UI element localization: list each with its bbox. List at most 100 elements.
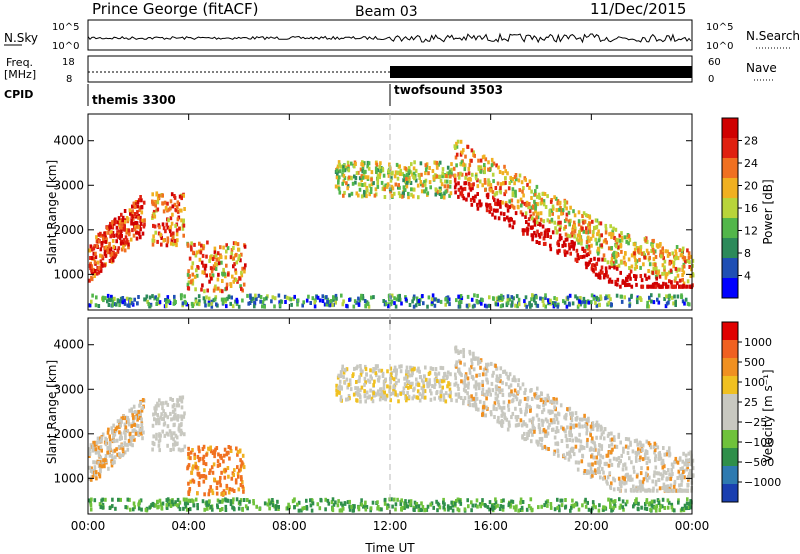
- echo-cell: [683, 302, 686, 306]
- echo-cell: [686, 489, 689, 493]
- echo-cell: [230, 499, 233, 503]
- echo-cell: [109, 259, 112, 263]
- echo-cell: [521, 506, 524, 510]
- echo-cell: [518, 298, 521, 302]
- echo-cell: [604, 258, 607, 262]
- x-tick-label: 12:00: [373, 519, 408, 533]
- echo-cell: [383, 187, 386, 191]
- echo-cell: [405, 297, 408, 301]
- echo-cell: [317, 502, 320, 506]
- echo-cell: [165, 304, 168, 308]
- echo-cell: [133, 234, 136, 238]
- echo-cell: [152, 224, 155, 228]
- echo-cell: [383, 174, 386, 178]
- echo-cell: [473, 199, 476, 203]
- echo-cell: [358, 379, 361, 383]
- echo-cell: [375, 170, 378, 174]
- echo-cell: [444, 297, 447, 301]
- echo-cell: [526, 403, 529, 407]
- echo-cell: [157, 403, 160, 407]
- echo-cell: [220, 261, 223, 265]
- echo-cell: [290, 303, 293, 307]
- echo-cell: [544, 402, 547, 406]
- echo-cell: [675, 252, 678, 256]
- echo-cell: [585, 230, 588, 234]
- echo-cell: [610, 432, 613, 436]
- echo-cell: [662, 498, 665, 502]
- echo-cell: [650, 300, 653, 304]
- echo-cell: [565, 217, 568, 221]
- echo-cell: [429, 371, 432, 375]
- echo-cell: [440, 389, 443, 393]
- echo-cell: [122, 448, 125, 452]
- echo-cell: [393, 296, 396, 300]
- echo-cell: [564, 200, 567, 204]
- echo-cell: [183, 498, 186, 502]
- echo-cell: [566, 407, 569, 411]
- echo-cell: [530, 297, 533, 301]
- echo-cell: [411, 396, 414, 400]
- echo-cell: [129, 212, 132, 216]
- echo-cell: [347, 397, 350, 401]
- echo-cell: [572, 301, 575, 305]
- echo-cell: [477, 159, 480, 163]
- echo-cell: [119, 419, 122, 423]
- echo-cell: [565, 233, 568, 237]
- echo-cell: [230, 296, 233, 300]
- echo-cell: [455, 348, 458, 352]
- echo-cell: [454, 502, 457, 506]
- echo-cell: [391, 172, 394, 176]
- echo-cell: [639, 266, 642, 270]
- echo-cell: [519, 399, 522, 403]
- echo-cell: [172, 447, 175, 451]
- echo-cell: [182, 395, 185, 399]
- echo-cell: [175, 243, 178, 247]
- echo-cell: [369, 368, 372, 372]
- echo-cell: [400, 507, 403, 511]
- echo-cell: [462, 148, 465, 152]
- echo-cell: [492, 296, 495, 300]
- echo-cell: [450, 501, 453, 505]
- echo-cell: [348, 176, 351, 180]
- echo-cell: [176, 399, 179, 403]
- echo-cell: [378, 165, 381, 169]
- echo-cell: [298, 509, 301, 513]
- echo-cell: [386, 369, 389, 373]
- echo-cell: [477, 207, 480, 211]
- echo-cell: [406, 504, 409, 508]
- echo-cell: [613, 487, 616, 491]
- echo-cell: [171, 398, 174, 402]
- echo-cell: [454, 190, 457, 194]
- echo-cell: [359, 364, 362, 368]
- velocity-ylabel: Slant Range [km]: [45, 360, 59, 464]
- echo-cell: [668, 446, 671, 450]
- colorbar-segment: [722, 412, 738, 431]
- echo-cell: [598, 509, 601, 513]
- echo-cell: [671, 463, 674, 467]
- echo-cell: [479, 504, 482, 508]
- echo-cell: [354, 162, 357, 166]
- echo-cell: [336, 169, 339, 173]
- echo-cell: [176, 228, 179, 232]
- echo-cell: [594, 468, 597, 472]
- echo-cell: [374, 194, 377, 198]
- echo-cell: [608, 246, 611, 250]
- echo-cell: [544, 234, 547, 238]
- echo-cell: [436, 379, 439, 383]
- echo-cell: [178, 427, 181, 431]
- echo-cell: [272, 503, 275, 507]
- echo-cell: [159, 434, 162, 438]
- echo-cell: [499, 205, 502, 209]
- echo-cell: [651, 244, 654, 248]
- echo-cell: [386, 384, 389, 388]
- echo-cell: [205, 264, 208, 268]
- echo-cell: [219, 483, 222, 487]
- echo-cell: [525, 407, 528, 411]
- echo-cell: [189, 456, 192, 460]
- echo-cell: [548, 213, 551, 217]
- echo-cell: [383, 386, 386, 390]
- echo-cell: [494, 497, 497, 501]
- echo-cell: [596, 296, 599, 300]
- echo-cell: [406, 396, 409, 400]
- echo-cell: [441, 386, 444, 390]
